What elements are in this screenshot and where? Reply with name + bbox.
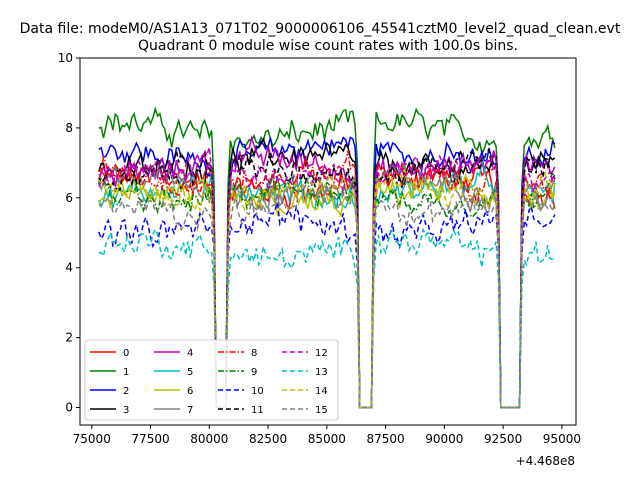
y-tick-label: 6 xyxy=(65,191,73,205)
series-line-6 xyxy=(98,173,556,409)
legend-label-3: 3 xyxy=(123,405,129,416)
x-tick-label: 75000 xyxy=(73,432,111,446)
legend-label-9: 9 xyxy=(251,367,257,378)
legend-label-4: 4 xyxy=(187,348,193,359)
series-line-12 xyxy=(98,147,556,409)
x-tick-label: 90000 xyxy=(425,432,463,446)
legend-label-10: 10 xyxy=(251,386,264,397)
legend-label-15: 15 xyxy=(315,405,328,416)
y-tick-label: 2 xyxy=(65,331,73,345)
legend-label-11: 11 xyxy=(251,405,264,416)
series-line-14 xyxy=(98,168,556,409)
legend-label-0: 0 xyxy=(123,348,129,359)
legend-label-14: 14 xyxy=(315,386,328,397)
figure-suptitle: Data file: modeM0/AS1A13_071T02_90000061… xyxy=(20,21,621,37)
legend-label-2: 2 xyxy=(123,386,129,397)
x-tick-label: 87500 xyxy=(366,432,404,446)
series-line-15 xyxy=(98,176,556,409)
y-tick-label: 4 xyxy=(65,261,73,275)
legend-label-7: 7 xyxy=(187,405,193,416)
x-axis-offset-label: +4.468e8 xyxy=(516,454,575,468)
x-tick-label: 82500 xyxy=(249,432,287,446)
legend-label-6: 6 xyxy=(187,386,193,397)
x-tick-label: 95000 xyxy=(543,432,581,446)
series-line-11 xyxy=(98,148,556,409)
chart-title: Quadrant 0 module wise count rates with … xyxy=(138,38,518,54)
x-tick-label: 77500 xyxy=(131,432,169,446)
series-line-10 xyxy=(98,202,556,409)
legend-label-12: 12 xyxy=(315,348,328,359)
legend-label-1: 1 xyxy=(123,367,129,378)
series-layer xyxy=(98,106,556,409)
legend-box xyxy=(84,339,339,421)
x-tick-label: 80000 xyxy=(190,432,228,446)
y-tick-label: 8 xyxy=(65,121,73,135)
x-tick-label: 85000 xyxy=(308,432,346,446)
x-tick-label: 92500 xyxy=(484,432,522,446)
series-line-5 xyxy=(98,161,556,409)
series-line-13 xyxy=(98,227,556,409)
plot-frame xyxy=(79,57,577,426)
axes-layer: 75000 77500 80000 82500 85000 87500 90000 92500… xyxy=(58,51,581,446)
y-tick-label: 10 xyxy=(58,51,73,65)
legend-label-13: 13 xyxy=(315,367,328,378)
y-tick-label: 0 xyxy=(65,401,73,415)
series-line-1 xyxy=(98,106,556,409)
legend-label-8: 8 xyxy=(251,348,257,359)
legend-label-5: 5 xyxy=(187,367,193,378)
